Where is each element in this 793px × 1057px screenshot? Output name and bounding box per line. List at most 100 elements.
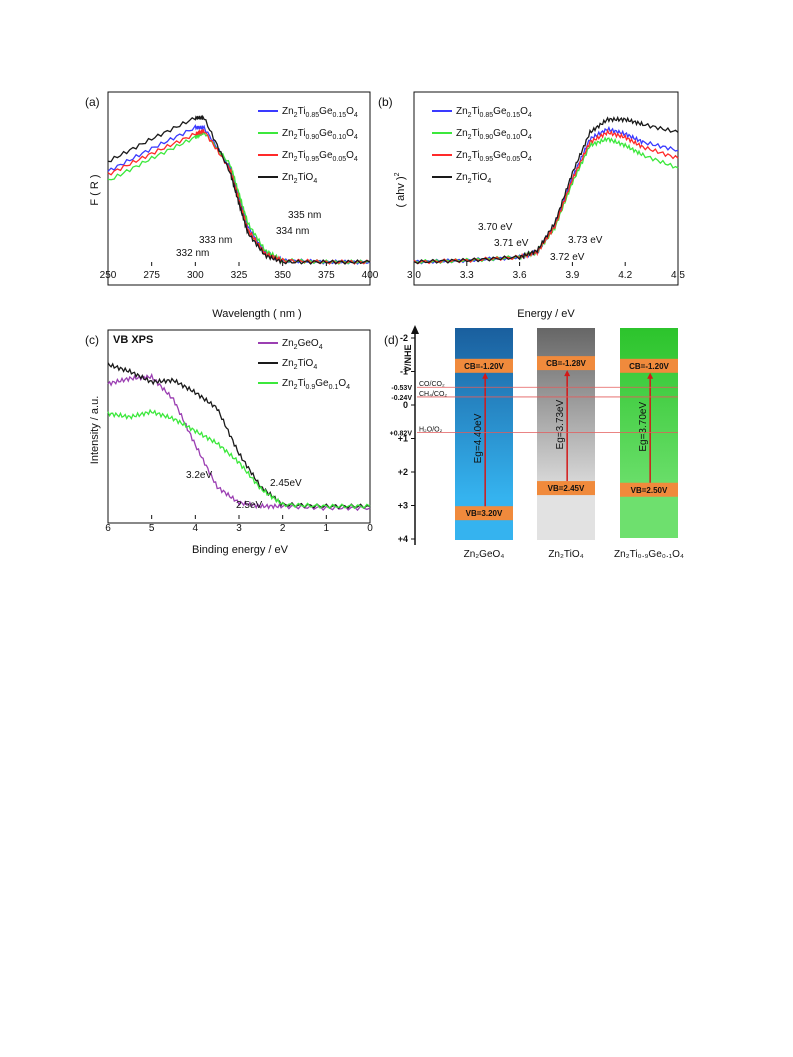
panel-b-xtick-label: 3.6 [513, 270, 527, 281]
panel-c-ylabel: Intensity / a.u. [89, 396, 101, 464]
panel-c-xtick-label: 6 [105, 523, 111, 534]
panel-b-legend-text: 0.85 [480, 112, 494, 119]
energy-axis-arrow [411, 325, 419, 334]
panel-b-label: (b) [378, 95, 393, 109]
panel-b-xlabel: Energy / eV [517, 308, 575, 320]
panel-b-legend-entry: Zn2TiO4 [456, 172, 491, 185]
panel-c-legend-text: 4 [313, 364, 317, 371]
panel-a-xtick-label: 400 [362, 270, 379, 281]
panel-b-xtick-label: 4.5 [671, 270, 685, 281]
panel-b-legend-text: Ti [472, 128, 480, 139]
annotation-335nm: 335 nm [288, 210, 321, 221]
panel-b-legend-text: Zn [456, 106, 468, 117]
panel-c-series [107, 362, 371, 512]
panel-b-legend-text: 4 [528, 112, 532, 119]
panel-b-legend-entry: Zn2Ti0.95Ge0.05O4 [456, 150, 532, 163]
panel-b-ylabel-main: ( ahv ) [395, 176, 407, 207]
panel-a-label: (a) [85, 95, 100, 109]
panel-b-xtick-label: 4.2 [618, 270, 632, 281]
panel-c-legend-text: Ti [298, 378, 306, 389]
panel-a-legend-text: 0.05 [333, 156, 347, 163]
panel-a-legend-text: Ti [298, 128, 306, 139]
annotation-334nm: 334 nm [276, 226, 309, 237]
panel-b-legend-text: O [520, 106, 528, 117]
panel-b-legend-text: 0.90 [480, 134, 494, 141]
panel-b-legend-text: Ti [472, 150, 480, 161]
excitation-arrowhead [647, 372, 654, 379]
panel-b-legend-text: 2 [468, 112, 472, 119]
annotation-373ev: 3.73 eV [568, 235, 603, 246]
panel-c-legend-text: Ge [315, 378, 329, 389]
panel-c-series-2 [107, 362, 371, 510]
panel-b-legend-text: Ge [493, 128, 507, 139]
panel-c-legend-text: GeO [298, 338, 319, 349]
panel-a-legend-text: Ti [298, 150, 306, 161]
panel-b-legend-text: O [520, 128, 528, 139]
energy-tick-label: +3 [398, 501, 408, 511]
panel-a-legend-text: TiO [298, 172, 314, 183]
cb-band [620, 358, 678, 373]
energy-tick-label: -1 [400, 367, 408, 377]
annotation-2-5ev: 2.5eV [236, 500, 262, 511]
panel-a-legend-text: O [346, 106, 354, 117]
material-name: Zn₂Ti₀.₉Ge₀.₁O₄ [614, 549, 684, 560]
redox-level-value: -0.24V [391, 395, 412, 402]
panel-b-legend-text: TiO [472, 172, 488, 183]
annotation-2-45ev: 2.45eV [270, 478, 302, 489]
panel-b-legend-text: Zn [456, 128, 468, 139]
cb-label: CB=-1.20V [464, 362, 504, 371]
panel-b-xtick-label: 3.9 [565, 270, 579, 281]
energy-tick-label: 0 [403, 400, 408, 410]
panel-b-legend-text: 0.15 [507, 112, 521, 119]
energy-tick-label: +2 [398, 467, 408, 477]
panel-a-legend-text: Ge [319, 150, 333, 161]
panel-a-ticks: 250 275 300 325 350 375 400 [100, 262, 379, 281]
panel-c-legend-text: 4 [319, 344, 323, 351]
vb-label: VB=3.20V [466, 509, 503, 518]
panel-a-legend-entry: Zn2Ti0.90Ge0.10O4 [282, 128, 358, 141]
panel-a-legend-text: Ti [298, 106, 306, 117]
panel-b-legend-text: Ti [472, 106, 480, 117]
panel-c-legend-text: Zn [282, 338, 294, 349]
material-name: Zn₂GeO₄ [464, 549, 505, 560]
band-gap-label: Eg=3.70eV [638, 402, 649, 452]
panel-a-legend-text: 4 [354, 112, 358, 119]
band-gap-label: Eg=4.40eV [473, 413, 484, 463]
panel-a-legend: Zn2Ti0.85Ge0.15O4Zn2Ti0.90Ge0.10O4Zn2Ti0… [258, 106, 358, 185]
energy-tick-label: +1 [398, 434, 408, 444]
panel-c-legend-text: TiO [298, 358, 314, 369]
panel-a-legend-text: 2 [294, 112, 298, 119]
panel-a-ylabel: F ( R ) [89, 174, 101, 205]
panel-b-legend-text: 0.95 [480, 156, 494, 163]
panel-b-xtick-label: 3.3 [460, 270, 474, 281]
panel-c-xlabel: Binding energy / eV [192, 544, 289, 556]
panel-b-legend-text: Ge [493, 150, 507, 161]
annotation-3-2ev: 3.2eV [186, 470, 212, 481]
panel-c-legend-text: 0.1 [329, 384, 339, 391]
panel-c-legend-text: 0.9 [306, 384, 316, 391]
band-diagram: V/NHE-2 -1 0 +1 +2 +3 +4 CB=-1.20V VB=3.20V Eg=4.… [390, 325, 684, 560]
panel-c-legend-text: 4 [346, 384, 350, 391]
panel-c: (c) VB XPS Intensity / a.u. Binding ener… [85, 329, 373, 556]
vb-band [537, 481, 595, 496]
redox-couple-label: H₂O/O₂ [419, 426, 443, 433]
panel-c-legend-text: Zn [282, 378, 294, 389]
panel-b-legend-text: Zn [456, 172, 468, 183]
panel-b-legend-text: Ge [493, 106, 507, 117]
panel-c-series-3 [107, 408, 371, 510]
panel-c-legend-text: 2 [294, 344, 298, 351]
panel-c-xtick-label: 5 [149, 523, 155, 534]
redox-couple-label: CO/CO₂ [419, 381, 445, 388]
annotation-371ev: 3.71 eV [494, 238, 529, 249]
panel-a: (a) F ( R ) Wavelength ( nm ) 250 275 300 3… [85, 91, 379, 320]
panel-b-frame [413, 91, 679, 286]
panel-a-legend-text: 0.90 [306, 134, 320, 141]
vb-band [620, 482, 678, 497]
panel-a-legend-text: Zn [282, 106, 294, 117]
redox-level-value: +0.82V [390, 430, 413, 437]
panel-c-label: (c) [85, 333, 99, 347]
panel-a-legend-text: 4 [313, 178, 317, 185]
panel-a-legend-text: 2 [294, 178, 298, 185]
